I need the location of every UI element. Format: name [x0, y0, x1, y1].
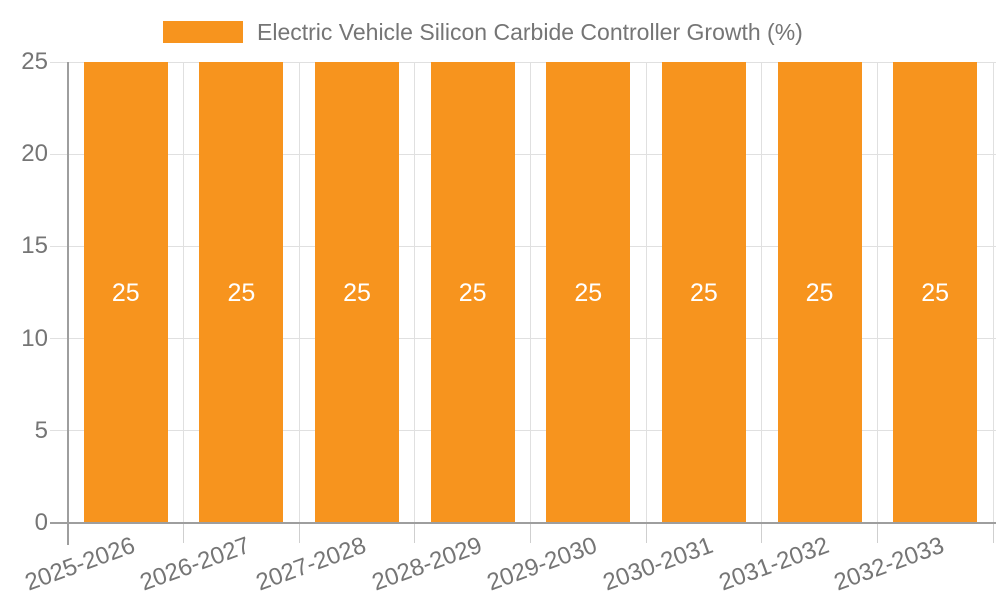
bar[interactable] — [777, 62, 862, 523]
bar[interactable] — [546, 62, 631, 523]
x-axis-line — [50, 522, 996, 524]
gridline-vertical — [183, 62, 185, 523]
x-axis-tick-mark — [645, 523, 647, 543]
y-axis-tick-label: 15 — [21, 232, 48, 260]
gridline-vertical — [414, 62, 416, 523]
x-axis-tick-mark — [530, 523, 531, 543]
y-axis-tick-label: 20 — [21, 140, 48, 168]
gridline-horizontal — [50, 245, 996, 247]
gridline-vertical — [761, 62, 763, 523]
x-axis-tick-mark — [992, 523, 994, 543]
bar[interactable] — [199, 62, 284, 523]
bar-value-label: 25 — [343, 278, 371, 307]
legend[interactable]: Electric Vehicle Silicon Carbide Control… — [163, 18, 803, 46]
x-axis-tick-mark — [183, 523, 185, 543]
bar-value-label: 25 — [921, 278, 950, 307]
bar[interactable] — [83, 62, 168, 523]
bar-value-label: 25 — [458, 278, 487, 307]
bar[interactable] — [430, 62, 515, 523]
legend-swatch — [163, 21, 243, 43]
gridline-vertical — [530, 62, 531, 523]
gridline-vertical — [645, 62, 647, 523]
gridline-vertical — [298, 62, 300, 523]
bar-value-label: 25 — [805, 278, 834, 307]
y-axis-tick-label: 10 — [21, 324, 48, 352]
y-axis-line — [67, 62, 69, 545]
bar-value-label: 25 — [574, 278, 603, 307]
y-axis-tick-label: 25 — [21, 48, 48, 75]
bar[interactable] — [893, 62, 978, 523]
x-axis-tick-mark — [761, 523, 763, 543]
gridline-horizontal — [50, 153, 996, 155]
bar[interactable] — [661, 62, 746, 523]
gridline-horizontal — [50, 338, 996, 340]
y-axis-tick-label: 0 — [34, 509, 48, 536]
gridline-horizontal — [50, 430, 996, 432]
gridline-vertical — [992, 62, 994, 523]
gridline-vertical — [876, 62, 878, 523]
x-axis-tick-mark — [876, 523, 878, 543]
bar-value-label: 25 — [111, 278, 140, 307]
bar[interactable] — [315, 62, 400, 523]
bar-value-label: 25 — [690, 278, 718, 307]
x-axis-tick-mark — [298, 523, 300, 543]
bar-value-label: 25 — [227, 278, 256, 307]
y-axis-tick-label: 5 — [34, 416, 48, 444]
gridline-horizontal — [50, 61, 996, 63]
x-axis-tick-mark — [414, 523, 416, 543]
legend-label: Electric Vehicle Silicon Carbide Control… — [257, 19, 803, 45]
